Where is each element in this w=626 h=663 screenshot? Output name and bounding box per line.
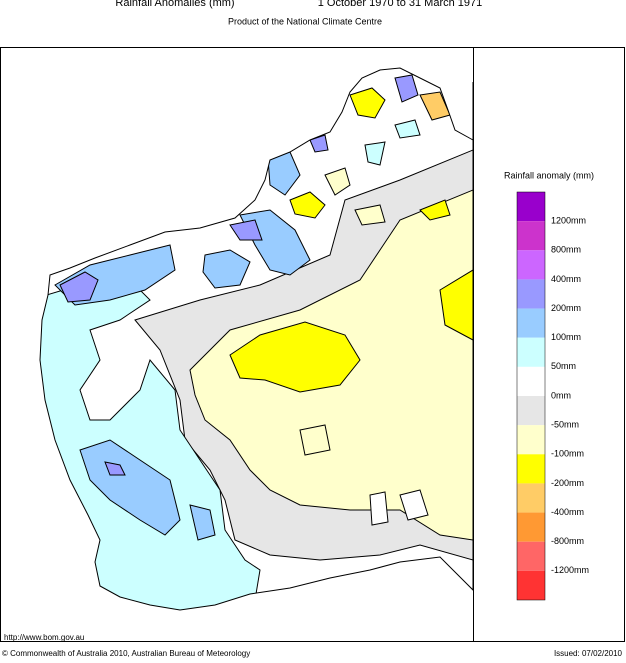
- subtitle: Product of the National Climate Centre: [228, 16, 382, 26]
- legend-swatch: [517, 425, 545, 455]
- issued: Issued: 07/02/2010: [554, 649, 623, 658]
- legend-swatch: [517, 454, 545, 484]
- legend-swatch: [517, 541, 545, 571]
- legend-swatch: [517, 483, 545, 513]
- legend-label: 1200mm: [551, 216, 586, 226]
- legend-swatch: [517, 192, 545, 222]
- legend-label: 800mm: [551, 245, 581, 255]
- map: [39, 67, 474, 611]
- legend-label: -800mm: [551, 536, 584, 546]
- legend-swatch: [517, 308, 545, 338]
- legend-label: -50mm: [551, 420, 579, 430]
- legend-label: 400mm: [551, 274, 581, 284]
- legend-label: 200mm: [551, 303, 581, 313]
- title: Rainfall Anomalies (mm): [115, 0, 234, 9]
- legend-label: -400mm: [551, 507, 584, 517]
- copyright: © Commonwealth of Australia 2010, Austra…: [2, 649, 250, 658]
- legend-label: 50mm: [551, 361, 576, 371]
- legend-swatch: [517, 366, 545, 396]
- legend-swatch: [517, 570, 545, 600]
- legend-label: -100mm: [551, 449, 584, 459]
- legend-swatch: [517, 250, 545, 280]
- period: 1 October 1970 to 31 March 1971: [318, 0, 483, 9]
- legend-border: [516, 191, 546, 601]
- legend-label: -1200mm: [551, 565, 589, 575]
- legend-title: Rainfall anomaly (mm): [504, 170, 594, 180]
- legend: 1200mm 800mm 400mm 200mm 100mm 50mm 0mm -50mm -1…: [516, 191, 589, 601]
- legend-swatch: [517, 279, 545, 309]
- legend-label: 0mm: [551, 390, 571, 400]
- frame: [0, 47, 625, 642]
- legend-label: 100mm: [551, 332, 581, 342]
- url: http://www.bom.gov.au: [4, 633, 84, 642]
- legend-swatch: [517, 396, 545, 426]
- legend-swatch: [517, 337, 545, 367]
- legend-swatch: [517, 512, 545, 542]
- legend-label: -200mm: [551, 478, 584, 488]
- legend-swatch: [517, 221, 545, 251]
